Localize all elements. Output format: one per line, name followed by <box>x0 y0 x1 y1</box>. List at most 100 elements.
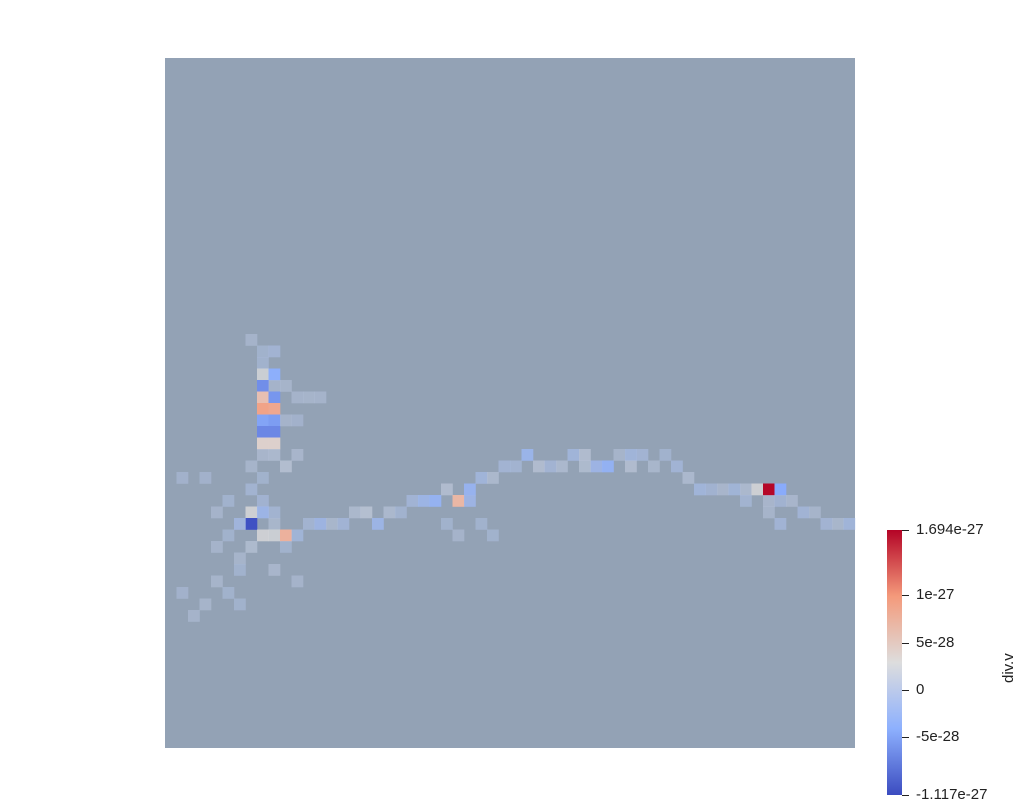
field-cell <box>280 414 292 427</box>
field-cell <box>464 483 476 496</box>
colorbar-tick-mark <box>902 530 909 531</box>
field-cell <box>636 449 649 461</box>
field-cell <box>303 518 315 530</box>
field-cell <box>280 460 292 473</box>
field-cell <box>245 334 258 346</box>
field-cell <box>441 483 453 496</box>
field-cell <box>245 518 258 530</box>
field-cell <box>832 518 844 530</box>
field-cell <box>441 518 453 530</box>
field-cell <box>786 495 798 507</box>
field-cell <box>429 495 442 507</box>
field-cell <box>705 483 718 496</box>
field-cell <box>245 483 258 496</box>
field-cell <box>556 460 568 473</box>
colorbar-tick-label: 5e-28 <box>916 634 955 651</box>
field-cell <box>257 391 269 404</box>
field-cell <box>303 391 315 404</box>
field-cell <box>199 472 212 484</box>
field-cell <box>280 541 292 553</box>
field-cell <box>487 529 499 542</box>
field-cell <box>222 495 235 507</box>
field-cell <box>648 460 660 473</box>
field-cell <box>510 460 522 473</box>
field-cell <box>199 598 212 611</box>
field-cell <box>257 403 269 415</box>
field-cell <box>751 483 764 496</box>
field-cell <box>498 460 511 473</box>
colorbar-tick-mark <box>902 690 909 691</box>
colorbar-title: div.v <box>1000 653 1017 683</box>
field-cell <box>567 449 580 461</box>
field-cell <box>268 368 281 381</box>
field-cell <box>268 449 281 461</box>
field-cell <box>257 345 269 358</box>
field-cell <box>234 598 246 611</box>
field-cell <box>211 506 223 519</box>
field-cell <box>475 472 488 484</box>
field-cell <box>268 506 281 519</box>
field-cell <box>234 518 246 530</box>
field-cell <box>602 460 614 473</box>
field-cell <box>291 529 304 542</box>
field-cell <box>188 610 200 622</box>
field-cell <box>280 380 292 392</box>
field-cell <box>671 460 683 473</box>
field-cell <box>452 529 465 542</box>
field-cell <box>774 495 787 507</box>
colorbar-tick-label: 0 <box>916 681 925 698</box>
field-cell <box>383 506 396 519</box>
field-cell <box>257 357 269 369</box>
field-cell <box>579 449 591 461</box>
field-cell <box>268 564 281 576</box>
field-cell <box>590 460 603 473</box>
colorbar-tick-label: -5e-28 <box>916 728 960 745</box>
field-cell <box>234 552 246 565</box>
field-cell <box>763 483 775 496</box>
field-cell <box>268 437 281 450</box>
field-cell <box>728 483 741 496</box>
field-cell <box>659 449 672 461</box>
field-cell <box>797 506 810 519</box>
field-cell <box>452 495 465 507</box>
field-cell <box>291 391 304 404</box>
field-cell <box>521 449 534 461</box>
colorbar-tick-mark <box>902 643 909 644</box>
field-cell <box>222 529 235 542</box>
field-cell <box>613 449 626 461</box>
field-cell <box>257 426 269 438</box>
field-cell <box>326 518 338 530</box>
field-cell <box>257 495 269 507</box>
field-cell <box>418 495 430 507</box>
field-cell <box>372 518 384 530</box>
field-cell <box>280 529 292 542</box>
field-cell <box>257 506 269 519</box>
field-cell <box>314 518 327 530</box>
field-cell <box>763 506 775 519</box>
field-cell <box>475 518 488 530</box>
field-cell <box>544 460 557 473</box>
field-cell <box>268 391 281 404</box>
field-cell <box>268 403 281 415</box>
field-cell <box>464 495 476 507</box>
field-cell <box>337 518 350 530</box>
field-cell <box>843 518 856 530</box>
field-cell <box>360 506 373 519</box>
field-cell <box>291 575 304 588</box>
colorbar-tick-label: -1.117e-27 <box>916 786 988 803</box>
field-cell <box>625 460 637 473</box>
field-cell <box>257 437 269 450</box>
field-cell <box>268 529 281 542</box>
field-cell <box>349 506 361 519</box>
field-cell <box>245 460 258 473</box>
field-cell <box>268 380 281 392</box>
field-cell <box>774 518 787 530</box>
field-cell <box>257 368 269 381</box>
field-cell <box>257 449 269 461</box>
field-cell <box>268 414 281 427</box>
field-cell <box>406 495 419 507</box>
field-cell <box>234 564 246 576</box>
field-cell <box>245 506 258 519</box>
field-cell <box>257 414 269 427</box>
